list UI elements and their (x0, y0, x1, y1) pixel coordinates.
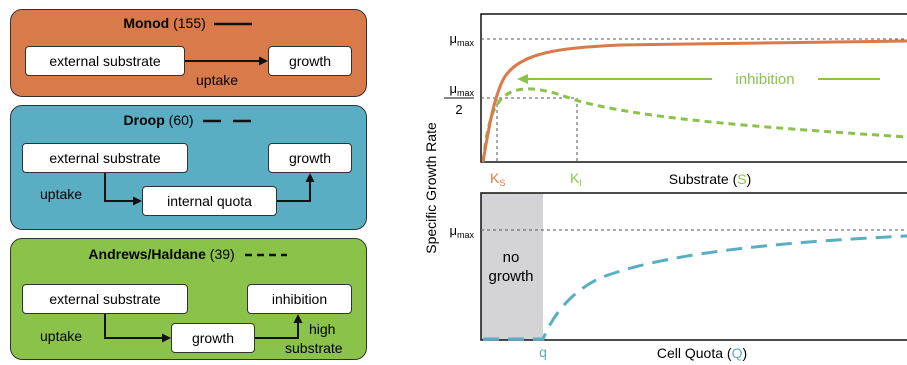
droop-title: Droop (60) (11, 112, 366, 128)
top-mumax-label: μmax (449, 31, 474, 48)
monod-growth-box: growth (268, 46, 352, 76)
droop-external-substrate-box: external substrate (22, 143, 188, 173)
monod-external-substrate-box: external substrate (25, 46, 185, 76)
bottom-mumax-label: μmax (449, 223, 474, 240)
top-plot-frame (480, 13, 907, 163)
andrews-high-label: high (309, 321, 336, 337)
andrews-panel: Andrews/Haldane (39) external substrate … (10, 238, 367, 360)
andrews-title: Andrews/Haldane (39) (11, 246, 366, 262)
droop-growth-box: growth (268, 143, 352, 173)
droop-uptake-label: uptake (40, 186, 83, 202)
inhibition-arrowhead (517, 74, 528, 84)
ks-label: KS (490, 170, 505, 188)
no-growth-label-growth: growth (488, 268, 533, 285)
andrews-growth-box: growth (171, 323, 255, 353)
inhibition-label: inhibition (735, 71, 794, 88)
no-growth-label-no: no (503, 249, 520, 266)
droop-internal-quota-box: internal quota (142, 186, 277, 216)
monod-curve (481, 39, 907, 163)
monod-title: Monod (155) (11, 15, 366, 31)
ki-label: KI (570, 170, 582, 188)
top-half-mumax-label: μmax (449, 81, 474, 98)
andrews-external-substrate-box: external substrate (22, 284, 188, 314)
cell-quota-axis-label: Cell Quota (Q) (657, 345, 747, 361)
droop-curve (483, 234, 907, 341)
dash-line-legend-icon (203, 120, 252, 123)
min-quota-label: q (539, 344, 547, 360)
andrews-substrate-label: substrate (285, 340, 343, 356)
andrews-curve (481, 87, 907, 163)
andrews-inhibition-box: inhibition (247, 284, 352, 314)
solid-line-legend-icon (213, 23, 252, 26)
no-growth-region (481, 193, 543, 340)
substrate-axis-label: Substrate (S) (669, 171, 752, 187)
bottom-plot-frame (480, 192, 907, 341)
monod-uptake-label: uptake (196, 72, 239, 88)
half-denominator: 2 (455, 102, 462, 117)
droop-panel: Droop (60) external substrate growth int… (10, 105, 367, 230)
monod-panel: Monod (155) external substrate growth up… (10, 9, 367, 97)
short-dash-legend-icon (244, 254, 287, 257)
monod-uptake-arrow (185, 56, 268, 66)
andrews-flow-arrows (104, 314, 303, 343)
droop-flow-arrows (104, 173, 315, 206)
andrews-uptake-label: uptake (40, 328, 83, 344)
y-axis-label: Specific Growth Rate (423, 122, 439, 254)
